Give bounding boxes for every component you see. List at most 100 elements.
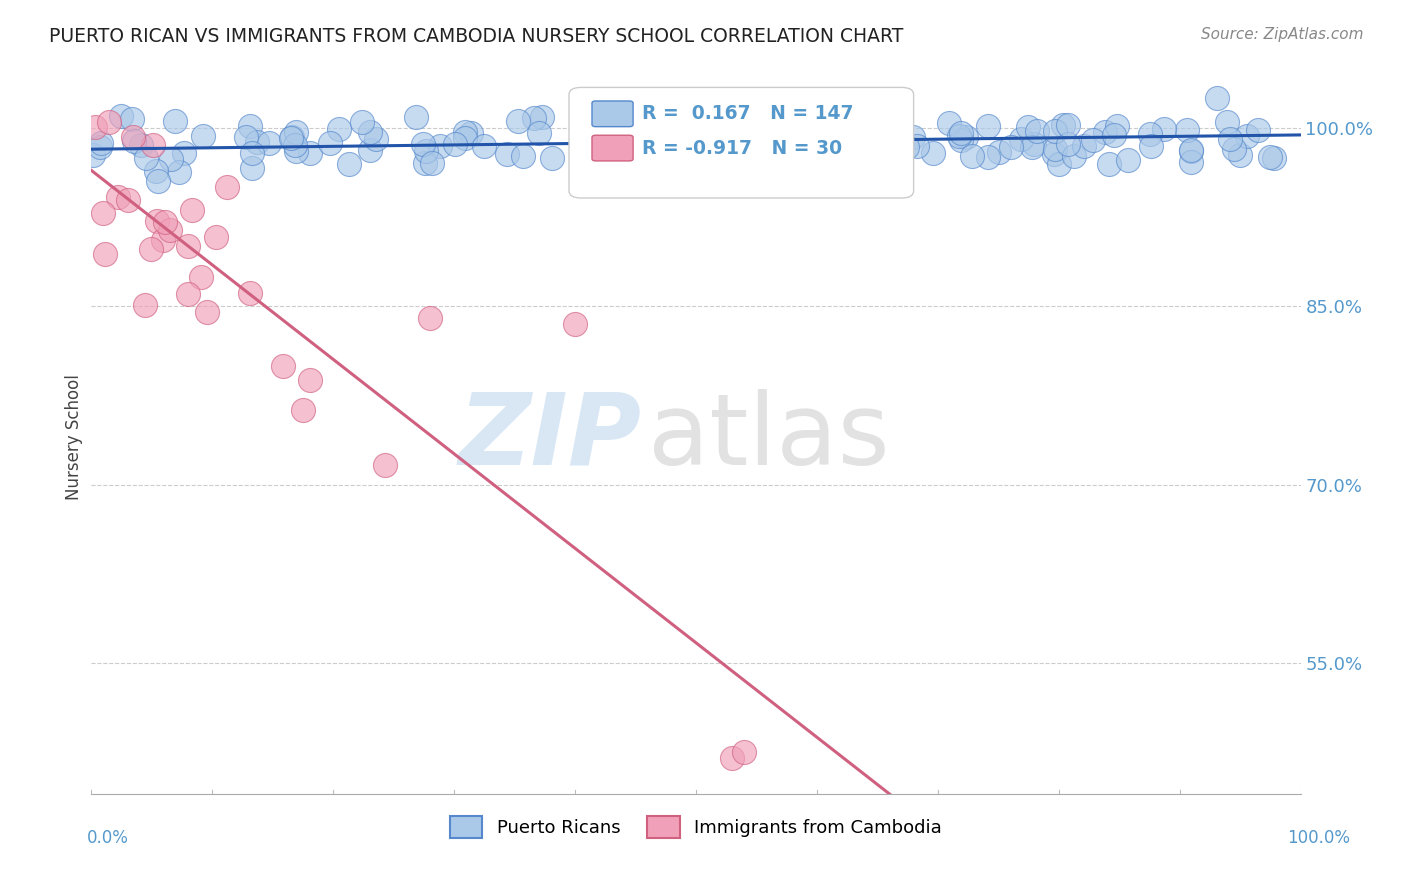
Point: [1010, 132, 1032, 146]
Point: [1180, 155, 1202, 169]
Point: [668, 136, 690, 151]
Point: [905, 139, 928, 153]
Point: [1139, 127, 1161, 141]
Point: [960, 149, 983, 163]
Point: [90, 136, 112, 151]
Point: [591, 126, 613, 140]
Point: [877, 125, 900, 139]
Point: [1043, 147, 1066, 161]
Point: [955, 130, 977, 145]
Point: [1026, 123, 1049, 137]
Point: [1206, 91, 1229, 105]
Text: 100.0%: 100.0%: [1286, 829, 1350, 847]
Point: [889, 163, 911, 178]
Point: [419, 311, 441, 326]
Point: [948, 128, 970, 143]
Point: [91, 206, 114, 220]
Point: [405, 111, 427, 125]
Point: [1043, 142, 1066, 156]
Point: [319, 136, 342, 150]
Point: [83, 120, 105, 135]
Point: [1052, 118, 1074, 132]
Point: [285, 145, 308, 159]
Point: [215, 180, 238, 194]
Point: [110, 109, 132, 123]
Point: [724, 146, 747, 161]
Point: [177, 239, 200, 253]
Point: [121, 112, 143, 126]
Point: [1057, 137, 1080, 152]
Point: [1229, 148, 1251, 162]
Point: [523, 111, 546, 125]
Point: [685, 139, 707, 153]
Point: [246, 135, 269, 149]
Point: [1081, 133, 1104, 147]
Point: [205, 230, 228, 244]
Point: [129, 137, 152, 152]
Point: [173, 145, 195, 160]
Point: [352, 115, 374, 129]
Point: [145, 164, 167, 178]
Point: [582, 130, 605, 145]
FancyBboxPatch shape: [592, 136, 633, 161]
Point: [1073, 138, 1095, 153]
Point: [1017, 120, 1039, 134]
Point: [711, 112, 734, 126]
FancyBboxPatch shape: [569, 87, 914, 198]
Point: [1057, 118, 1080, 132]
Point: [460, 126, 482, 140]
FancyBboxPatch shape: [592, 101, 633, 127]
Point: [627, 141, 650, 155]
Point: [240, 145, 263, 160]
Point: [364, 132, 387, 146]
Point: [815, 108, 838, 122]
Point: [673, 135, 696, 149]
Point: [412, 136, 434, 151]
Y-axis label: Nursery School: Nursery School: [65, 374, 83, 500]
Point: [1116, 153, 1139, 167]
Point: [884, 99, 907, 113]
Point: [139, 242, 162, 256]
Point: [775, 174, 797, 188]
Text: R = -0.917   N = 30: R = -0.917 N = 30: [641, 138, 842, 158]
Point: [1236, 129, 1258, 144]
Point: [239, 286, 262, 301]
Point: [658, 155, 681, 169]
Point: [284, 125, 307, 139]
Point: [134, 298, 156, 312]
Point: [686, 120, 709, 134]
Point: [637, 120, 659, 135]
Text: ZIP: ZIP: [458, 389, 641, 485]
Point: [797, 96, 820, 111]
Point: [1260, 150, 1282, 164]
Text: R =  0.167   N = 147: R = 0.167 N = 147: [641, 104, 853, 123]
Point: [1263, 152, 1285, 166]
Point: [772, 119, 794, 133]
Point: [987, 145, 1010, 159]
Point: [588, 136, 610, 150]
Point: [298, 145, 321, 160]
Point: [280, 131, 302, 145]
Point: [1223, 142, 1246, 156]
Point: [529, 126, 551, 140]
Point: [107, 190, 129, 204]
Point: [1107, 119, 1129, 133]
Point: [1098, 157, 1121, 171]
Point: [1153, 121, 1175, 136]
Point: [579, 114, 602, 128]
Text: atlas: atlas: [648, 389, 889, 485]
Point: [508, 114, 530, 128]
Point: [1140, 139, 1163, 153]
Point: [806, 135, 828, 149]
Point: [1247, 122, 1270, 136]
Point: [1180, 144, 1202, 158]
Point: [1102, 128, 1125, 142]
Point: [165, 114, 187, 128]
Point: [977, 119, 1000, 133]
Point: [610, 103, 633, 118]
Point: [745, 144, 768, 158]
Point: [564, 317, 586, 331]
Point: [152, 233, 174, 247]
Point: [950, 126, 973, 140]
Point: [242, 161, 264, 176]
